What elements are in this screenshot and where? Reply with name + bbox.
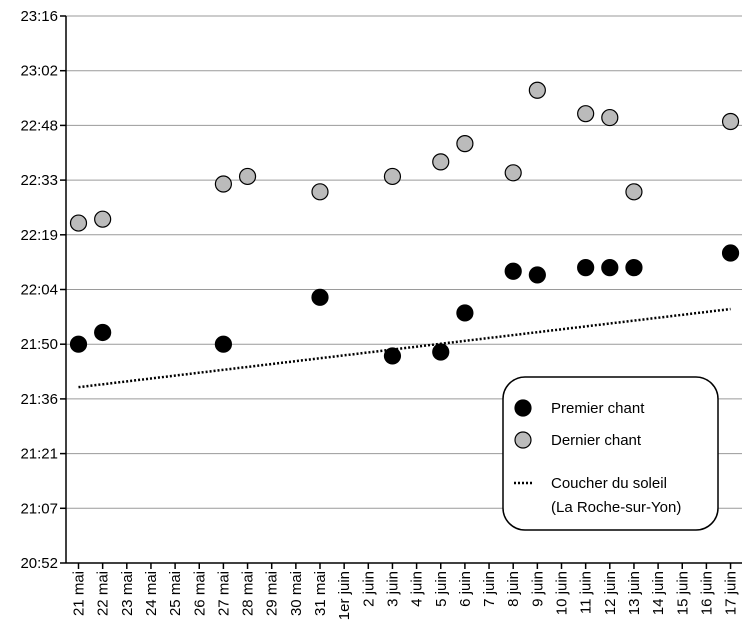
y-tick-label: 23:16	[20, 8, 58, 25]
dernier-chant-point	[601, 108, 619, 127]
x-tick-label: 22 mai	[95, 571, 112, 616]
dernier-chant-point	[577, 105, 595, 123]
legend-marker-premier-chant	[514, 399, 532, 417]
x-tick-label: 1er juin	[336, 571, 353, 620]
x-tick-label: 27 mai	[215, 571, 232, 616]
premier-chant-point	[456, 304, 474, 322]
x-tick-label: 2 juin	[360, 571, 377, 607]
x-tick-label: 7 juin	[481, 571, 498, 607]
dernier-chant-point	[214, 175, 232, 193]
x-tick-label: 3 juin	[384, 571, 401, 607]
premier-chant-point	[383, 347, 402, 365]
y-tick-label: 22:04	[20, 282, 58, 299]
y-tick-label: 20:52	[20, 555, 58, 572]
x-tick-label: 24 mai	[143, 571, 160, 616]
x-tick-label: 28 mai	[240, 571, 257, 616]
dernier-chant-point	[94, 210, 112, 228]
x-tick-label: 10 juin	[554, 571, 571, 615]
premier-chant-point	[311, 288, 329, 306]
x-tick-label: 4 juin	[409, 571, 426, 607]
dernier-chant-point	[432, 153, 450, 171]
grid-lines	[66, 15, 742, 509]
x-tick-label: 29 mai	[264, 571, 281, 616]
series	[69, 81, 740, 389]
y-tick-label: 21:50	[20, 336, 58, 353]
x-tick-label: 8 juin	[505, 571, 522, 607]
y-tick-label: 21:36	[20, 391, 58, 408]
dernier-chant-point	[311, 183, 329, 201]
dernier-chant-point	[721, 112, 740, 131]
x-tick-label: 13 juin	[626, 571, 643, 615]
dernier-chant-point	[383, 167, 402, 186]
x-tick-label: 16 juin	[698, 571, 715, 615]
y-tick-label: 23:02	[20, 63, 58, 80]
y-tick-label: 22:19	[20, 227, 58, 244]
premier-chant-point	[69, 335, 88, 353]
x-tick-label: 21 mai	[71, 571, 88, 616]
premier-chant-point	[721, 244, 740, 262]
y-tick-labels: 20:52 21:07 21:21 21:36 21:50 22:04 22:19 22:33…	[20, 8, 66, 572]
dernier-chant-point	[456, 135, 474, 153]
y-tick-label: 22:48	[20, 117, 58, 134]
dernier-chant-point	[238, 167, 257, 186]
sunset-line	[78, 307, 731, 389]
dernier-chant-point	[528, 81, 546, 99]
x-tick-label: 11 juin	[578, 571, 595, 614]
premier-chant-point	[432, 343, 450, 361]
legend-label-dernier-chant: Dernier chant	[551, 432, 642, 449]
dernier-chant-point	[69, 214, 88, 232]
x-tick-label: 17 juin	[723, 571, 740, 615]
x-tick-label: 14 juin	[650, 571, 667, 615]
premier-chant-point	[625, 259, 643, 277]
legend-label-coucher-du-soleil-line2: (La Roche-sur-Yon)	[551, 499, 681, 516]
premier-chant-point	[94, 323, 112, 342]
x-tick-label: 9 juin	[529, 571, 546, 607]
y-tick-label: 21:07	[20, 500, 58, 517]
premier-chant-point	[601, 259, 619, 277]
x-tick-label: 26 mai	[191, 571, 208, 616]
premier-chant-point	[528, 266, 546, 284]
y-tick-label: 21:21	[20, 446, 58, 463]
x-tick-label: 31 mai	[312, 571, 329, 616]
premier-chant-point	[214, 335, 232, 353]
legend-marker-dernier-chant	[514, 431, 532, 449]
x-tick-label: 25 mai	[167, 571, 184, 616]
legend-label-premier-chant: Premier chant	[551, 400, 645, 417]
legend-box	[502, 376, 719, 531]
x-tick-label: 12 juin	[602, 571, 619, 615]
legend-label-coucher-du-soleil: Coucher du soleil	[551, 475, 667, 492]
dernier-chant-point	[504, 164, 522, 182]
y-tick-label: 22:33	[20, 172, 58, 189]
dernier-chant-point	[625, 183, 643, 201]
x-tick-labels: 21 mai 22 mai 23 mai 24 mai 25 mai 26 mai 27 m…	[71, 563, 740, 620]
x-tick-label: 30 mai	[288, 571, 305, 616]
legend: Premier chant Dernier chant Coucher du s…	[502, 376, 719, 531]
x-tick-label: 6 juin	[457, 571, 474, 607]
x-tick-label: 23 mai	[119, 571, 136, 616]
premier-chant-point	[577, 259, 595, 277]
x-tick-label: 5 juin	[433, 571, 450, 607]
premier-chant-point	[504, 262, 522, 280]
x-tick-label: 15 juin	[674, 571, 691, 615]
